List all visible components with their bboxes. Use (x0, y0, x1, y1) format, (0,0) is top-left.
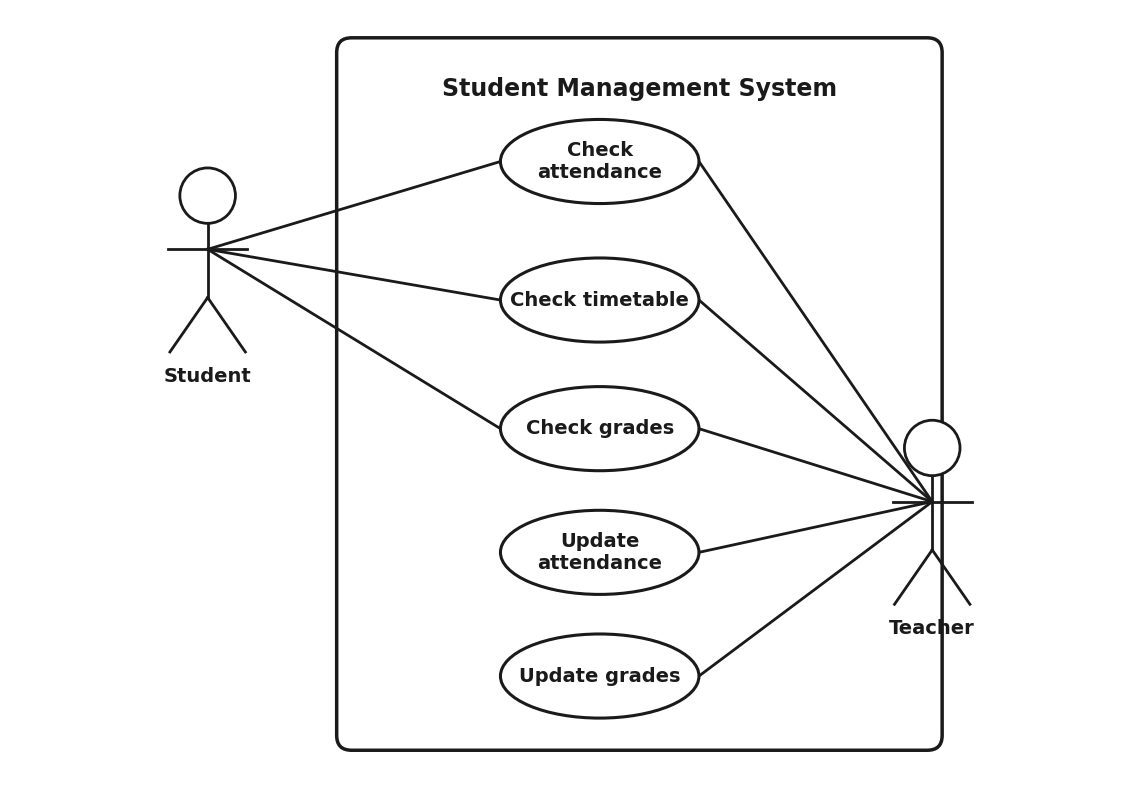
Text: Student Management System: Student Management System (442, 77, 837, 102)
Text: Student: Student (164, 367, 251, 386)
Ellipse shape (500, 258, 699, 342)
Circle shape (180, 168, 236, 223)
Ellipse shape (500, 511, 699, 595)
Text: Check grades: Check grades (525, 419, 674, 438)
Text: Update
attendance: Update attendance (537, 532, 662, 572)
Text: Check timetable: Check timetable (511, 291, 689, 310)
Ellipse shape (500, 387, 699, 471)
Text: Teacher: Teacher (890, 619, 975, 638)
Circle shape (904, 420, 960, 476)
Text: Update grades: Update grades (519, 666, 680, 685)
Ellipse shape (500, 119, 699, 203)
FancyBboxPatch shape (337, 38, 942, 750)
Ellipse shape (500, 634, 699, 718)
Text: Check
attendance: Check attendance (537, 141, 662, 182)
